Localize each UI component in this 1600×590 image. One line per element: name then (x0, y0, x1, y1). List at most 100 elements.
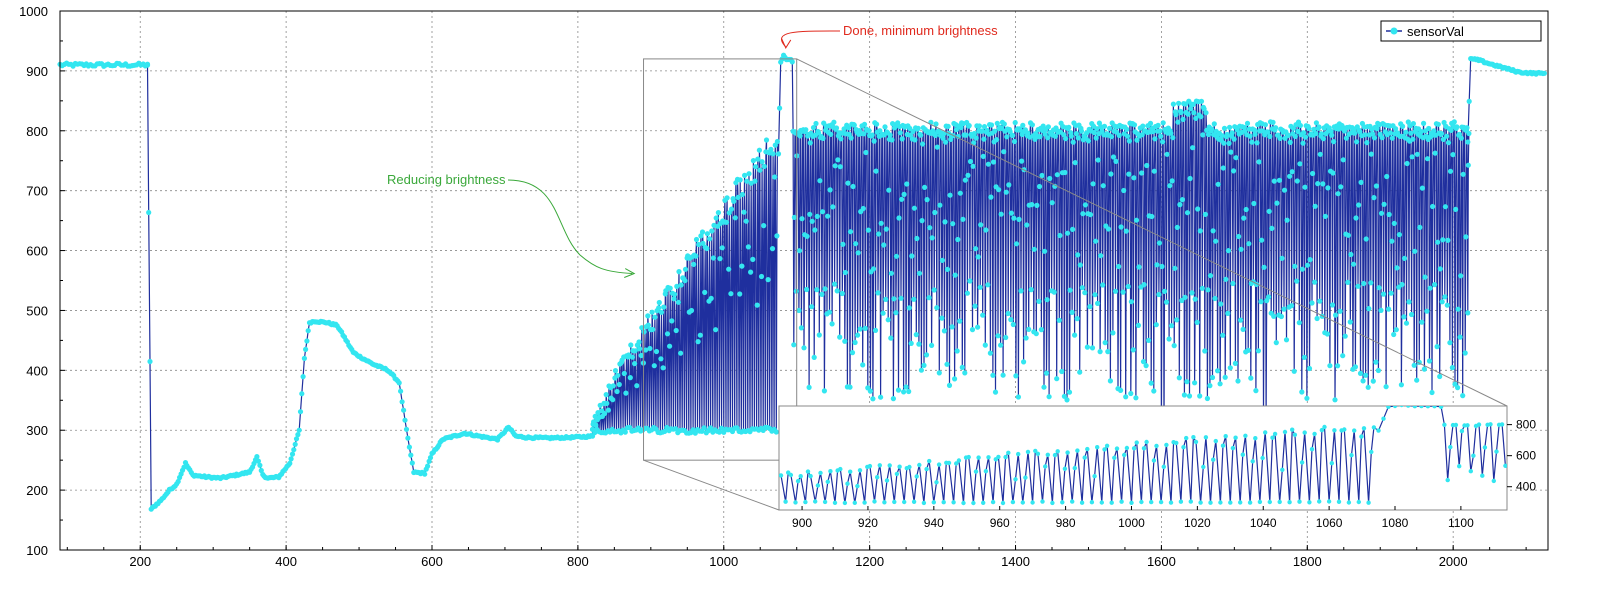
data-point (632, 348, 638, 354)
data-point (883, 226, 889, 232)
data-point (1388, 290, 1394, 296)
data-point (1059, 368, 1065, 375)
data-point (1398, 382, 1404, 388)
data-point (878, 394, 884, 400)
inset-data-point (1476, 422, 1482, 427)
data-point (955, 133, 961, 140)
data-point (832, 281, 838, 287)
data-point (1124, 133, 1131, 139)
data-point (923, 352, 930, 358)
data-point (1276, 177, 1282, 183)
data-point (739, 191, 746, 198)
data-point (1253, 388, 1259, 394)
inset-data-point (1003, 454, 1008, 460)
data-point (847, 384, 853, 390)
inset-data-point (867, 463, 873, 469)
data-point (914, 235, 920, 242)
data-point (1135, 322, 1141, 328)
inset-data-point (1369, 449, 1374, 455)
inset-data-point (1141, 446, 1147, 451)
data-point (1192, 380, 1198, 386)
data-point (957, 318, 963, 324)
inset-data-point (1386, 406, 1391, 409)
data-point (934, 305, 940, 311)
data-point (1265, 129, 1271, 135)
zoom-connector-top (796, 58, 1508, 407)
data-point (1182, 294, 1188, 300)
data-point (966, 123, 972, 129)
data-point (623, 390, 629, 396)
data-point (1094, 126, 1100, 132)
data-point (1295, 128, 1301, 134)
data-point (1238, 246, 1244, 252)
data-point (1387, 130, 1393, 136)
data-point (1370, 378, 1376, 384)
data-point (965, 172, 971, 178)
data-point (1440, 237, 1446, 243)
data-point (1042, 248, 1048, 254)
data-point (1194, 319, 1200, 325)
data-point (916, 341, 922, 347)
data-point (427, 455, 434, 461)
data-point (1289, 169, 1295, 175)
inset-data-point (1233, 435, 1238, 440)
inset-data-point (946, 460, 952, 466)
data-point (1090, 181, 1096, 187)
data-point (1061, 393, 1067, 399)
inset-data-point (1361, 426, 1367, 431)
data-point (287, 460, 293, 466)
data-point (871, 138, 877, 144)
inset-data-point (1280, 467, 1285, 472)
data-point (723, 219, 730, 225)
data-point (1292, 133, 1298, 139)
y-tick-label: 300 (26, 423, 48, 438)
data-point (1453, 206, 1459, 212)
data-point (1389, 238, 1395, 244)
data-point (936, 370, 942, 376)
data-point (1157, 128, 1163, 134)
data-point (742, 172, 748, 178)
data-point (896, 215, 902, 221)
data-point (1370, 131, 1376, 137)
data-point (1325, 185, 1331, 191)
inset-data-point (956, 458, 962, 463)
data-point (1419, 185, 1425, 191)
data-point (1463, 234, 1469, 240)
inset-data-point (914, 474, 919, 479)
x-tick-label: 1400 (1001, 554, 1030, 569)
data-point (1045, 124, 1051, 130)
inset-data-point (1412, 406, 1417, 409)
data-point (1052, 183, 1058, 189)
data-point (1393, 327, 1399, 333)
data-point (1075, 252, 1081, 258)
inset-data-point (1191, 435, 1196, 440)
data-point (1067, 287, 1073, 293)
data-point (1161, 288, 1168, 294)
inset-data-point (1494, 449, 1499, 454)
data-point (1300, 140, 1306, 146)
data-point (1052, 133, 1058, 139)
data-point (1316, 124, 1322, 130)
data-point (1376, 285, 1382, 291)
inset-data-point (1322, 424, 1327, 430)
inset-data-point (894, 471, 900, 477)
inset-data-point (1154, 443, 1159, 449)
data-point (1306, 365, 1313, 372)
data-point (789, 59, 795, 65)
data-point (1422, 274, 1428, 280)
data-point (1128, 299, 1134, 305)
inset-data-point (1238, 500, 1243, 505)
data-point (1063, 136, 1069, 142)
data-point (1465, 139, 1471, 145)
data-point (1412, 248, 1418, 254)
x-tick-label: 2000 (1439, 554, 1468, 569)
inset-data-point (976, 455, 981, 460)
data-point (1458, 273, 1464, 279)
inset-data-point (951, 500, 956, 505)
data-point (804, 233, 810, 239)
data-point (853, 241, 859, 247)
inset-data-point (973, 469, 979, 474)
data-point (1130, 347, 1136, 353)
inset-y-tick-label: 600 (1516, 449, 1536, 463)
data-point (291, 447, 297, 453)
